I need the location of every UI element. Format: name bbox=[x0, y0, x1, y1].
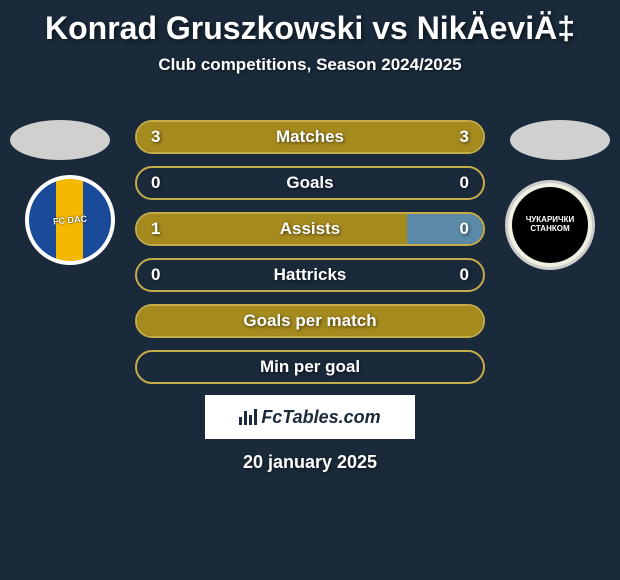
player-left-silhouette bbox=[10, 120, 110, 160]
brand-logo: FcTables.com bbox=[205, 395, 415, 439]
stat-value-right: 0 bbox=[460, 219, 469, 239]
stat-label: Min per goal bbox=[260, 357, 360, 377]
stat-fill-right bbox=[407, 214, 483, 244]
stat-row: 3 Matches 3 bbox=[135, 120, 485, 154]
bars-icon bbox=[239, 409, 257, 425]
stat-row: Min per goal bbox=[135, 350, 485, 384]
stat-label: Assists bbox=[280, 219, 340, 239]
stat-row: 0 Goals 0 bbox=[135, 166, 485, 200]
stat-fill-left bbox=[137, 214, 407, 244]
club-badge-left-label: FC DAC bbox=[53, 214, 88, 227]
stat-value-left: 0 bbox=[151, 265, 160, 285]
stat-value-right: 0 bbox=[460, 173, 469, 193]
club-badge-right: ЧУКАРИЧКИ СТАНКОМ bbox=[505, 180, 595, 270]
stat-value-right: 3 bbox=[460, 127, 469, 147]
stat-row: 1 Assists 0 bbox=[135, 212, 485, 246]
stat-row: Goals per match bbox=[135, 304, 485, 338]
comparison-title: Konrad Gruszkowski vs NikÄeviÄ‡ bbox=[0, 0, 620, 47]
player-right-silhouette bbox=[510, 120, 610, 160]
stats-container: 3 Matches 3 0 Goals 0 1 Assists 0 0 Hattricks 0 Goal… bbox=[135, 120, 485, 396]
stat-value-left: 3 bbox=[151, 127, 160, 147]
stat-value-right: 0 bbox=[460, 265, 469, 285]
stat-label: Hattricks bbox=[274, 265, 347, 285]
stat-label: Goals bbox=[286, 173, 333, 193]
club-badge-right-label: ЧУКАРИЧКИ СТАНКОМ bbox=[512, 187, 588, 263]
club-badge-left: FC DAC bbox=[25, 175, 115, 265]
stat-row: 0 Hattricks 0 bbox=[135, 258, 485, 292]
comparison-date: 20 january 2025 bbox=[243, 452, 377, 473]
stat-label: Matches bbox=[276, 127, 344, 147]
stat-label: Goals per match bbox=[243, 311, 376, 331]
stat-value-left: 1 bbox=[151, 219, 160, 239]
stat-value-left: 0 bbox=[151, 173, 160, 193]
brand-label: FcTables.com bbox=[261, 407, 380, 428]
comparison-subtitle: Club competitions, Season 2024/2025 bbox=[0, 55, 620, 75]
